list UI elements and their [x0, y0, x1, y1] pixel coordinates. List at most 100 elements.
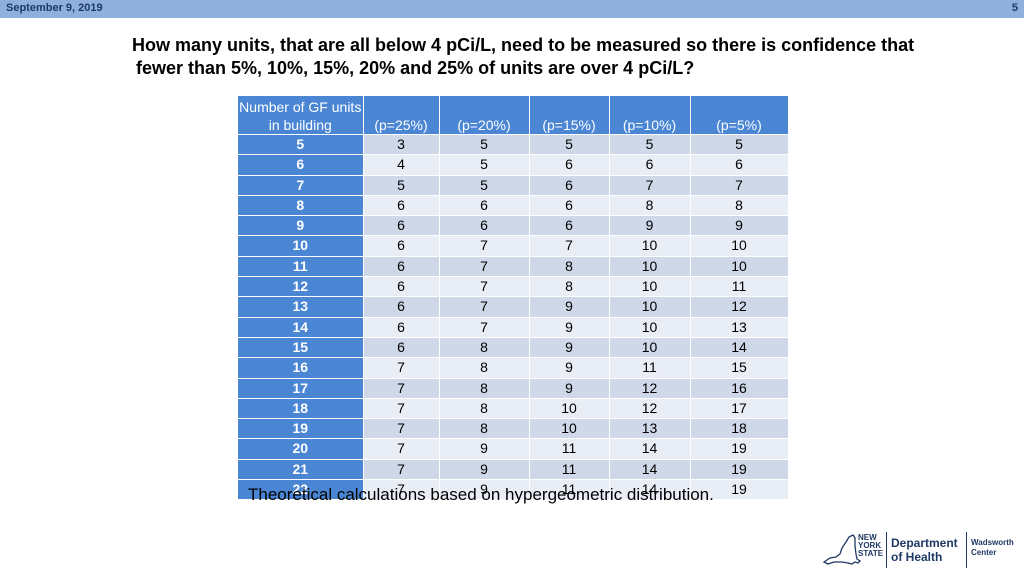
table-cell: 15 [690, 357, 789, 379]
table-cell: 14 [609, 438, 691, 460]
table-cell: 9 [439, 438, 530, 460]
table-cell: 10 [609, 256, 691, 278]
table-row: 21 7 9 11 14 19 [238, 459, 789, 481]
table-cell: 14 [609, 479, 691, 501]
slide-page-number: 5 [1011, 2, 1018, 14]
logo-divider [886, 532, 887, 568]
table-cell: 6 [439, 195, 530, 217]
table-cell: 7 [363, 357, 440, 379]
table-cell: 9 [529, 296, 610, 318]
table-row: 15 6 8 9 10 14 [238, 337, 789, 359]
table-cell: 19 [690, 459, 789, 481]
table-cell: 7 [439, 276, 530, 298]
row-header-units: 16 [238, 357, 364, 379]
table-cell: 10 [690, 256, 789, 278]
table-cell: 10 [609, 296, 691, 318]
table-cell: 5 [529, 134, 610, 156]
table-cell: 7 [609, 175, 691, 196]
table-cell: 6 [363, 337, 440, 359]
row-header-units: 9 [238, 215, 364, 237]
table-cell: 10 [609, 276, 691, 298]
table-cell: 9 [609, 215, 691, 237]
table-cell: 8 [439, 418, 530, 440]
column-header-probability: (p=25%) [363, 96, 440, 135]
logo-divider [966, 532, 967, 568]
table-cell: 10 [609, 235, 691, 257]
table-cell: 5 [439, 175, 530, 196]
table-cell: 9 [439, 479, 530, 501]
table-cell: 7 [363, 418, 440, 440]
row-header-units: 20 [238, 438, 364, 460]
table-cell: 5 [439, 134, 530, 156]
table-cell: 14 [690, 337, 789, 359]
table-cell: 10 [609, 317, 691, 338]
table-cell: 8 [439, 378, 530, 399]
table-cell: 11 [529, 459, 610, 481]
row-header-units: 17 [238, 378, 364, 399]
table-cell: 13 [690, 317, 789, 338]
table-cell: 12 [609, 398, 691, 420]
table-cell: 9 [529, 357, 610, 379]
title-line-2: fewer than 5%, 10%, 15%, 20% and 25% of … [136, 58, 695, 78]
table-cell: 6 [363, 195, 440, 217]
row-header-units: 8 [238, 195, 364, 217]
table-cell: 5 [609, 134, 691, 156]
table-cell: 10 [690, 235, 789, 257]
table-row: 20 7 9 11 14 19 [238, 438, 789, 460]
table-cell: 11 [609, 357, 691, 379]
table-cell: 19 [690, 438, 789, 460]
table-cell: 7 [690, 175, 789, 196]
table-cell: 8 [439, 357, 530, 379]
table-cell: 14 [609, 459, 691, 481]
row-header-units: 13 [238, 296, 364, 318]
table-row: 11 6 7 8 10 10 [238, 256, 789, 278]
table-row: 18 7 8 10 12 17 [238, 398, 789, 420]
table-cell: 9 [529, 378, 610, 399]
table-cell: 6 [363, 256, 440, 278]
table-cell: 10 [529, 398, 610, 420]
table-cell: 7 [529, 235, 610, 257]
table-row: 17 7 8 9 12 16 [238, 378, 789, 399]
table-cell: 5 [363, 175, 440, 196]
new-york-state-map-icon [822, 534, 862, 565]
column-header-probability: (p=10%) [609, 96, 691, 135]
row-header-units: 22 [238, 479, 364, 501]
table-cell: 6 [363, 296, 440, 318]
row-header-units: 14 [238, 317, 364, 338]
nys-department-of-health-logo: NEW YORK STATE Department of Health Wads… [822, 530, 1018, 570]
row-header-units: 7 [238, 175, 364, 196]
nys-wordmark: NEW YORK STATE [858, 533, 884, 558]
table-cell: 7 [439, 317, 530, 338]
table-cell: 16 [690, 378, 789, 399]
table-cell: 6 [529, 215, 610, 237]
table-cell: 11 [690, 276, 789, 298]
table-row: 12 6 7 8 10 11 [238, 276, 789, 298]
table-cell: 18 [690, 418, 789, 440]
row-header-units: 6 [238, 154, 364, 176]
table-row: 19 7 8 10 13 18 [238, 418, 789, 440]
table-row: 22 7 9 11 14 19 [238, 479, 789, 501]
wadsworth-center-wordmark: Wadsworth Center [971, 538, 1014, 557]
row-header-units: 21 [238, 459, 364, 481]
table-cell: 6 [363, 317, 440, 338]
table-cell: 11 [529, 438, 610, 460]
table-cell: 12 [690, 296, 789, 318]
table-cell: 5 [690, 134, 789, 156]
table-cell: 12 [609, 378, 691, 399]
table-cell: 6 [529, 195, 610, 217]
table-cell: 8 [609, 195, 691, 217]
table-cell: 6 [363, 235, 440, 257]
row-header-units: 19 [238, 418, 364, 440]
table-cell: 9 [529, 337, 610, 359]
table-cell: 6 [690, 154, 789, 176]
table-header-row: Number of GF units in building (p=25%) (p=… [238, 96, 789, 135]
column-header-probability: (p=20%) [439, 96, 530, 135]
table-row: 14 6 7 9 10 13 [238, 317, 789, 338]
table-cell: 9 [690, 215, 789, 237]
table-cell: 10 [529, 418, 610, 440]
table-cell: 7 [363, 378, 440, 399]
